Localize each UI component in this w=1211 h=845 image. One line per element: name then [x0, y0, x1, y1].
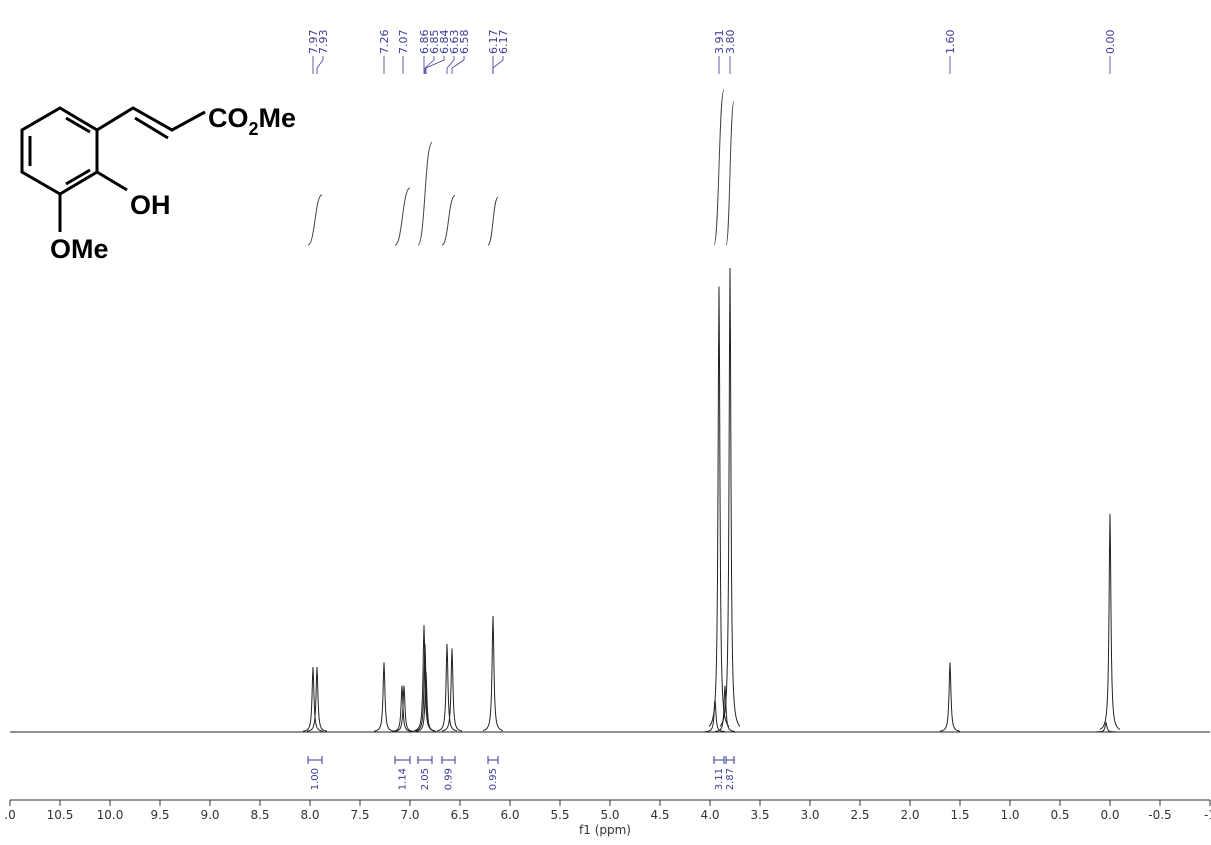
peak-label: 7.26 [378, 30, 391, 55]
structure: CO2Me OH OMe [20, 103, 296, 264]
integral-bracket [725, 756, 735, 764]
peak [391, 685, 413, 732]
peak-label-connector [424, 56, 435, 74]
integral-bracket [307, 756, 323, 764]
peak [719, 267, 741, 727]
x-tick-label: 3.0 [800, 808, 819, 822]
x-tick-label: -0.5 [1148, 808, 1171, 822]
peak [306, 667, 328, 732]
integral-label: 0.99 [444, 768, 455, 790]
peak [373, 662, 395, 732]
x-tick-label: 4.5 [650, 808, 669, 822]
x-tick-label: 8.5 [250, 808, 269, 822]
integral-label: 2.87 [725, 768, 736, 790]
integral-curve [487, 197, 499, 246]
x-tick-label: 0.5 [1050, 808, 1069, 822]
x-tick-label: -1 [1204, 808, 1211, 822]
x-tick-label: 0.0 [1100, 808, 1119, 822]
peak-label: 0.00 [1104, 30, 1117, 55]
integral-bracket [487, 756, 499, 764]
x-tick-label: 8.0 [300, 808, 319, 822]
x-tick-label: 7.0 [400, 808, 419, 822]
integral-label: 1.14 [398, 768, 409, 790]
integral-curve [713, 89, 725, 246]
integral-bracket [417, 756, 433, 764]
x-tick-label: 3.5 [750, 808, 769, 822]
peak [1099, 513, 1121, 730]
integral-curve [394, 187, 411, 246]
peak [708, 286, 730, 728]
x-axis-label: f1 (ppm) [579, 823, 631, 837]
integral-bracket [713, 756, 725, 764]
peak-label: 6.17 [487, 30, 500, 55]
ester-part: CO [208, 103, 249, 133]
x-tick-label: 10.0 [97, 808, 124, 822]
integral-curve [725, 101, 735, 246]
peak-label: 6.85 [428, 30, 441, 55]
peak-label: 7.07 [397, 30, 410, 55]
peak-label: 6.63 [448, 30, 461, 55]
peak [415, 671, 437, 732]
x-tick-label: 1.0 [1000, 808, 1019, 822]
ring [20, 106, 99, 196]
ester-label: CO2Me [208, 103, 296, 139]
integral-curve [307, 194, 323, 246]
integral-label: 2.05 [420, 768, 431, 790]
x-tick-label: 9.5 [150, 808, 169, 822]
peak-label: 6.86 [418, 30, 431, 55]
integral-label: 3.11 [714, 768, 725, 790]
x-tick-label: .0 [4, 808, 15, 822]
peak-label-connector [492, 56, 504, 74]
x-tick-label: 2.5 [850, 808, 869, 822]
integral-bracket [394, 756, 411, 764]
peak-label: 7.93 [317, 30, 330, 55]
peak-label: 7.97 [307, 30, 320, 55]
x-tick-label: 5.0 [600, 808, 619, 822]
peak [939, 662, 961, 732]
peak-label-connector [425, 56, 445, 74]
x-tick-label: 7.5 [350, 808, 369, 822]
peak-label: 3.91 [713, 30, 726, 55]
vinyl-chain [96, 106, 206, 140]
peak-label: 1.60 [944, 30, 957, 55]
integral-label: 1.00 [310, 768, 321, 790]
ester-part: Me [259, 103, 297, 133]
peak-label: 3.80 [724, 30, 737, 55]
peak [441, 648, 463, 732]
peak-label: 6.84 [438, 30, 451, 55]
x-tick-label: 6.5 [450, 808, 469, 822]
peak-label-connector [316, 56, 324, 74]
peak [1095, 721, 1117, 733]
ester-part: 2 [249, 119, 259, 139]
peak-label: 6.17 [497, 30, 510, 55]
peak-label: 6.58 [458, 30, 471, 55]
x-tick-label: 9.0 [200, 808, 219, 822]
integral-curve [441, 195, 456, 246]
x-tick-label: 6.0 [500, 808, 519, 822]
x-tick-label: 5.5 [550, 808, 569, 822]
oh-bond [96, 170, 128, 192]
integral-bracket [441, 756, 456, 764]
ring-double-bonds [28, 116, 91, 186]
peak [302, 667, 324, 732]
x-tick-label: 10.5 [47, 808, 74, 822]
peak [714, 685, 736, 732]
peak-label-connector [451, 56, 465, 74]
x-tick-label: 2.0 [900, 808, 919, 822]
x-tick-label: 1.5 [950, 808, 969, 822]
peak [482, 615, 504, 732]
x-tick-label: 4.0 [700, 808, 719, 822]
methoxy-label: OMe [50, 234, 109, 264]
integral-label: 0.95 [488, 768, 499, 790]
peak-label-connector [446, 56, 455, 74]
peak [436, 643, 458, 732]
hydroxy-label: OH [130, 190, 171, 220]
peak [393, 685, 415, 732]
integral-curve [417, 142, 433, 246]
